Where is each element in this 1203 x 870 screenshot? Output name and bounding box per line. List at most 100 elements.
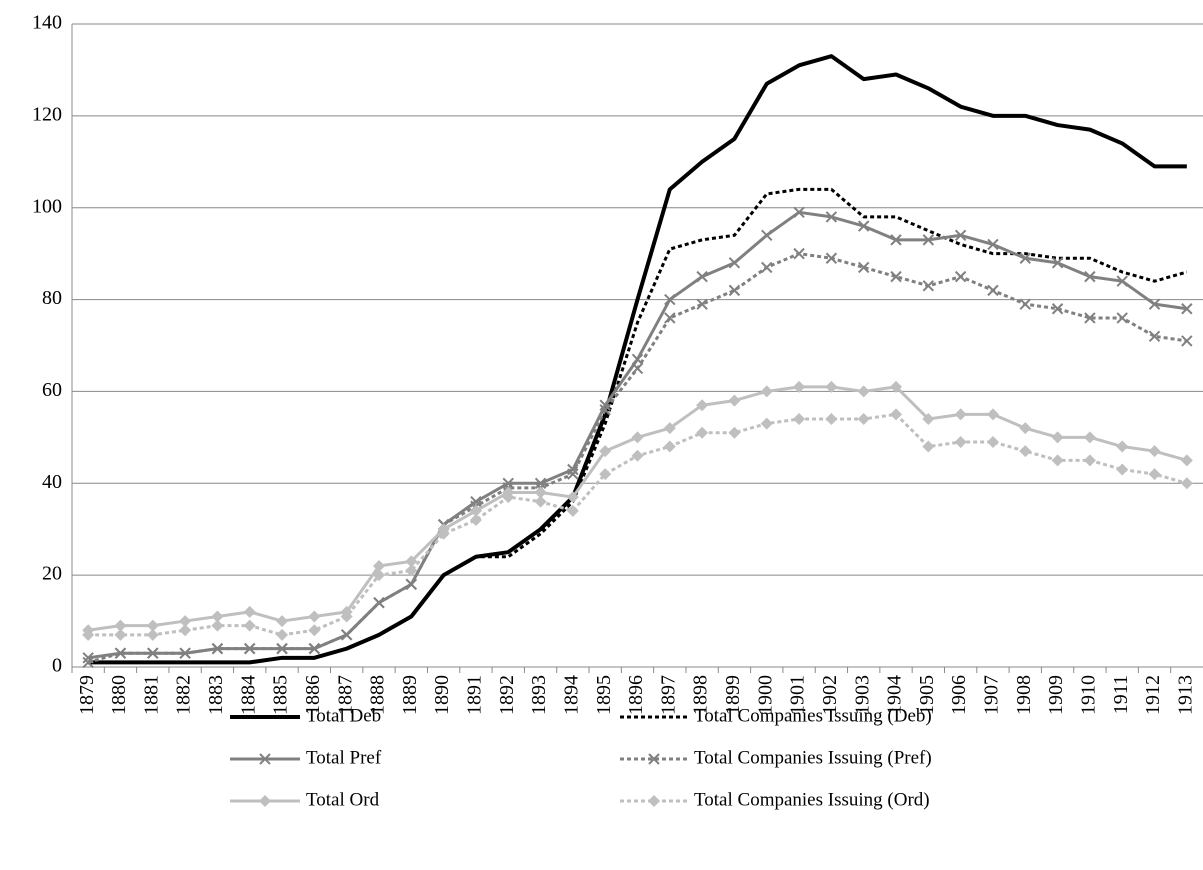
x-tick-label: 1912 <box>1142 675 1164 715</box>
marker-x <box>728 284 741 297</box>
x-tick-label: 1909 <box>1045 675 1067 715</box>
marker-x <box>373 596 385 609</box>
marker-x <box>664 312 676 324</box>
marker-x <box>567 468 579 480</box>
marker-x <box>631 362 644 375</box>
x-tick-label: 1896 <box>625 675 647 715</box>
marker-x <box>922 234 935 246</box>
x-tick-label: 1899 <box>722 675 744 715</box>
marker-x <box>340 629 353 641</box>
marker-diamond <box>179 624 192 637</box>
marker-diamond <box>146 619 159 632</box>
marker-diamond <box>372 559 385 572</box>
marker-diamond <box>825 412 838 425</box>
marker-x <box>259 753 271 765</box>
marker-diamond <box>954 408 967 421</box>
x-tick-label: 1900 <box>754 675 776 715</box>
marker-x <box>793 206 805 219</box>
marker-x <box>664 293 676 306</box>
y-tick-label: 20 <box>42 563 62 585</box>
marker-x <box>793 247 805 260</box>
marker-x <box>728 257 741 269</box>
marker-x <box>147 647 159 659</box>
marker-x <box>114 647 127 659</box>
x-tick-label: 1886 <box>302 675 324 715</box>
marker-diamond <box>760 385 773 398</box>
marker-diamond <box>986 435 999 448</box>
marker-x <box>696 270 708 283</box>
legend-label: Total Deb <box>306 705 381 726</box>
marker-diamond <box>954 435 967 448</box>
marker-diamond <box>405 555 418 568</box>
x-tick-label: 1883 <box>205 675 227 715</box>
marker-diamond <box>179 615 192 628</box>
marker-x <box>761 261 773 274</box>
marker-x <box>276 642 288 655</box>
marker-diamond <box>243 619 256 632</box>
marker-diamond <box>308 610 321 623</box>
marker-x <box>987 238 999 251</box>
x-tick-label: 1894 <box>560 675 582 715</box>
marker-diamond <box>728 426 741 439</box>
marker-diamond <box>599 445 612 458</box>
marker-x <box>825 252 838 264</box>
marker-diamond <box>437 527 450 540</box>
marker-diamond <box>566 504 579 517</box>
marker-diamond <box>922 440 935 453</box>
marker-diamond <box>534 486 547 499</box>
x-tick-label: 1892 <box>496 675 518 715</box>
marker-x <box>599 404 611 416</box>
marker-x <box>825 211 838 223</box>
marker-diamond <box>469 504 482 517</box>
marker-x <box>890 270 902 283</box>
marker-x <box>857 261 870 274</box>
x-tick-label: 1893 <box>528 675 550 715</box>
x-tick-label: 1906 <box>948 675 970 715</box>
marker-diamond <box>502 491 515 504</box>
marker-diamond <box>1083 431 1096 444</box>
marker-diamond <box>566 491 579 504</box>
marker-diamond <box>1051 431 1064 444</box>
marker-x <box>1019 298 1031 310</box>
marker-diamond <box>1019 445 1032 458</box>
marker-diamond <box>793 380 806 393</box>
legend-label: Total Companies Issuing (Pref) <box>694 747 932 768</box>
marker-x <box>1084 312 1096 324</box>
marker-diamond <box>1051 454 1064 467</box>
marker-diamond <box>1180 477 1193 490</box>
marker-x <box>1181 335 1193 347</box>
marker-x <box>954 229 967 241</box>
y-tick-label: 140 <box>32 12 62 34</box>
marker-x <box>244 642 256 655</box>
marker-diamond <box>696 399 709 412</box>
marker-diamond <box>114 628 127 641</box>
marker-diamond <box>469 514 482 527</box>
marker-x <box>1116 275 1128 287</box>
y-tick-label: 80 <box>42 287 62 309</box>
marker-diamond <box>696 426 709 439</box>
marker-diamond <box>340 610 353 623</box>
marker-diamond <box>1019 422 1032 435</box>
marker-x <box>470 495 482 508</box>
marker-diamond <box>857 412 870 425</box>
x-tick-label: 1887 <box>334 675 356 715</box>
marker-x <box>1116 312 1128 324</box>
marker-x <box>1084 270 1096 283</box>
marker-x <box>987 284 999 297</box>
marker-x <box>405 578 418 591</box>
marker-x <box>1148 330 1161 343</box>
marker-diamond <box>1083 454 1096 467</box>
marker-diamond <box>82 628 95 641</box>
y-tick-label: 60 <box>42 379 62 401</box>
marker-diamond <box>211 619 224 632</box>
x-tick-label: 1902 <box>819 675 841 715</box>
marker-x <box>534 477 547 489</box>
x-tick-label: 1903 <box>851 675 873 715</box>
y-tick-label: 40 <box>42 471 62 493</box>
marker-diamond <box>793 412 806 425</box>
marker-diamond <box>663 422 676 435</box>
marker-x <box>211 642 224 655</box>
marker-x <box>1181 303 1193 315</box>
x-tick-label: 1890 <box>431 675 453 715</box>
